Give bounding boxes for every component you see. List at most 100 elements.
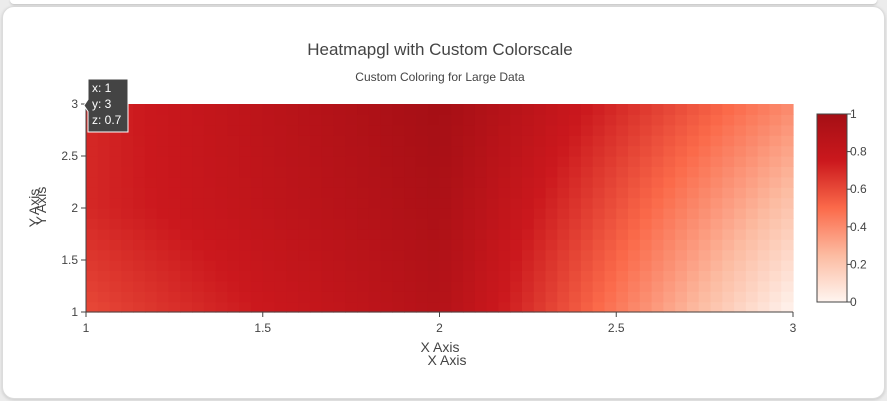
heatmap-cell[interactable] xyxy=(757,228,771,240)
heatmap-cell[interactable] xyxy=(86,218,99,230)
heatmap-cell[interactable] xyxy=(604,187,617,199)
heatmap-cell[interactable] xyxy=(463,156,476,167)
heatmap-cell[interactable] xyxy=(144,156,158,167)
heatmap-cell[interactable] xyxy=(474,104,488,115)
heatmap-cell[interactable] xyxy=(333,166,346,178)
heatmap-cell[interactable] xyxy=(345,208,358,219)
heatmap-cell[interactable] xyxy=(757,260,771,271)
heatmap-cell[interactable] xyxy=(180,218,193,230)
heatmap-cell[interactable] xyxy=(86,145,99,157)
heatmap-cell[interactable] xyxy=(274,166,287,178)
heatmap-cell[interactable] xyxy=(639,270,653,282)
heatmap-cell[interactable] xyxy=(698,239,712,251)
heatmap-cell[interactable] xyxy=(203,239,217,251)
heatmap-cell[interactable] xyxy=(262,166,276,178)
heatmap-cell[interactable] xyxy=(663,218,676,230)
heatmap-cell[interactable] xyxy=(86,166,99,178)
heatmap-cell[interactable] xyxy=(439,270,452,282)
heatmap-cell[interactable] xyxy=(533,208,547,219)
heatmap-cell[interactable] xyxy=(368,239,382,251)
heatmap-cell[interactable] xyxy=(592,166,606,178)
heatmap-cell[interactable] xyxy=(734,208,747,219)
heatmap-cell[interactable] xyxy=(333,260,346,271)
heatmap-cell[interactable] xyxy=(686,249,700,261)
heatmap-cell[interactable] xyxy=(215,197,228,209)
heatmap-cell[interactable] xyxy=(439,104,452,115)
heatmap-cell[interactable] xyxy=(745,249,759,261)
heatmap-cell[interactable] xyxy=(698,218,712,230)
heatmap-cell[interactable] xyxy=(250,291,264,303)
heatmap-cell[interactable] xyxy=(192,280,205,292)
heatmap-cell[interactable] xyxy=(274,218,287,230)
heatmap-cell[interactable] xyxy=(722,197,735,209)
heatmap-cell[interactable] xyxy=(710,239,723,251)
heatmap-cell[interactable] xyxy=(592,176,606,188)
heatmap-cell[interactable] xyxy=(203,208,217,219)
heatmap-cell[interactable] xyxy=(580,239,594,251)
heatmap-cell[interactable] xyxy=(451,114,464,126)
heatmap-cell[interactable] xyxy=(203,280,217,292)
heatmap-cell[interactable] xyxy=(781,260,794,271)
heatmap-cell[interactable] xyxy=(380,187,393,199)
heatmap-cell[interactable] xyxy=(439,208,452,219)
heatmap-cell[interactable] xyxy=(533,166,547,178)
heatmap-cell[interactable] xyxy=(510,208,523,219)
heatmap-cell[interactable] xyxy=(486,260,500,271)
heatmap-cell[interactable] xyxy=(663,156,676,167)
heatmap-cell[interactable] xyxy=(745,166,759,178)
heatmap-cell[interactable] xyxy=(616,114,629,126)
heatmap-cell[interactable] xyxy=(392,114,405,126)
heatmap-cell[interactable] xyxy=(698,249,712,261)
heatmap-cell[interactable] xyxy=(333,228,346,240)
heatmap-cell[interactable] xyxy=(474,135,488,147)
heatmap-cell[interactable] xyxy=(580,156,594,167)
heatmap-cell[interactable] xyxy=(415,104,429,115)
heatmap-cell[interactable] xyxy=(227,124,240,136)
heatmap-cell[interactable] xyxy=(427,249,441,261)
heatmap-cell[interactable] xyxy=(510,228,523,240)
heatmap-cell[interactable] xyxy=(309,187,323,199)
heatmap-cell[interactable] xyxy=(769,270,782,282)
heatmap-cell[interactable] xyxy=(133,156,146,167)
heatmap-cell[interactable] xyxy=(380,249,393,261)
heatmap-cell[interactable] xyxy=(675,270,688,282)
heatmap-cell[interactable] xyxy=(333,187,346,199)
heatmap-cell[interactable] xyxy=(180,135,193,147)
heatmap-cell[interactable] xyxy=(545,156,558,167)
heatmap-cell[interactable] xyxy=(404,301,417,313)
heatmap-cell[interactable] xyxy=(215,104,228,115)
heatmap-cell[interactable] xyxy=(734,218,747,230)
heatmap-cell[interactable] xyxy=(121,270,134,282)
heatmap-cell[interactable] xyxy=(192,291,205,303)
heatmap-cell[interactable] xyxy=(239,301,252,313)
heatmap-cell[interactable] xyxy=(309,124,323,136)
heatmap-cell[interactable] xyxy=(698,260,712,271)
heatmap-cell[interactable] xyxy=(486,270,500,282)
heatmap-cell[interactable] xyxy=(203,114,217,126)
heatmap-cell[interactable] xyxy=(439,239,452,251)
heatmap-cell[interactable] xyxy=(745,301,759,313)
heatmap-cell[interactable] xyxy=(250,208,264,219)
heatmap-cell[interactable] xyxy=(368,208,382,219)
heatmap-cell[interactable] xyxy=(533,135,547,147)
heatmap-cell[interactable] xyxy=(745,124,759,136)
heatmap-cell[interactable] xyxy=(415,156,429,167)
heatmap-cell[interactable] xyxy=(698,145,712,157)
heatmap-cell[interactable] xyxy=(616,270,629,282)
heatmap-cell[interactable] xyxy=(745,260,759,271)
heatmap-cell[interactable] xyxy=(463,197,476,209)
heatmap-cell[interactable] xyxy=(250,156,264,167)
heatmap-cell[interactable] xyxy=(333,280,346,292)
heatmap-cell[interactable] xyxy=(769,114,782,126)
heatmap-cell[interactable] xyxy=(345,176,358,188)
heatmap-cell[interactable] xyxy=(250,135,264,147)
heatmap-cell[interactable] xyxy=(628,124,641,136)
heatmap-cell[interactable] xyxy=(86,249,99,261)
heatmap-cell[interactable] xyxy=(404,208,417,219)
heatmap-cell[interactable] xyxy=(521,218,535,230)
heatmap-cell[interactable] xyxy=(757,145,771,157)
heatmap-cell[interactable] xyxy=(734,280,747,292)
heatmap-cell[interactable] xyxy=(321,176,335,188)
heatmap-cell[interactable] xyxy=(404,124,417,136)
heatmap-cell[interactable] xyxy=(474,145,488,157)
